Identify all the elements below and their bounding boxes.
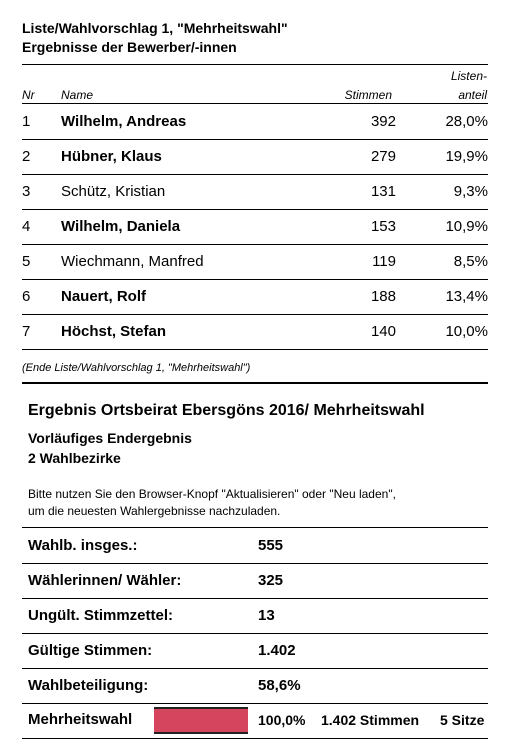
result-label: Wählerinnen/ Wähler: [28,572,182,589]
rule [22,382,488,384]
rule [22,64,488,65]
result-value: 58,6% [258,677,301,694]
result-value: 1.402 [258,642,296,659]
rule [22,633,488,634]
rule [22,209,488,210]
row-votes: 392 [370,113,396,130]
winner-votes: 1.402 Stimmen [321,712,420,728]
row-share: 9,3% [453,183,488,200]
rule [22,563,488,564]
rule [22,244,488,245]
row-nr: 3 [22,183,31,200]
row-nr: 5 [22,253,31,270]
result-districts: 2 Wahlbezirke [28,450,121,466]
row-name: Nauert, Rolf [61,288,147,305]
row-nr: 2 [22,148,31,165]
row-name: Wilhelm, Daniela [61,218,181,235]
column-header: Nr [22,88,35,102]
notice: Bitte nutzen Sie den Browser-Knopf "Aktu… [28,487,396,501]
column-header: Name [61,88,94,102]
result-value: 13 [258,607,275,624]
rule [22,598,488,599]
column-header: Listen- [450,69,487,83]
row-nr: 4 [22,218,31,235]
footnote: (Ende Liste/Wahlvorschlag 1, "Mehrheitsw… [22,362,251,374]
rule [22,103,488,104]
result-label: Ungült. Stimmzettel: [28,607,173,624]
winner-label: Mehrheitswahl [28,711,133,728]
row-nr: 6 [22,288,31,305]
row-votes: 279 [370,148,396,165]
row-share: 13,4% [445,288,488,305]
notice: um die neuesten Wahlergebnisse nachzulad… [28,504,281,518]
rule [22,349,488,350]
rule [22,668,488,669]
row-name: Wilhelm, Andreas [61,113,187,130]
rule [22,174,488,175]
row-votes: 188 [370,288,396,305]
row-nr: 7 [22,323,31,340]
rule [22,738,488,739]
list-title: Liste/Wahlvorschlag 1, "Mehrheitswahl" [22,20,288,36]
result-title: Ergebnis Ortsbeirat Ebersgöns 2016/ Mehr… [28,402,425,419]
rule [22,279,488,280]
row-name: Schütz, Kristian [61,183,166,200]
rule [22,527,488,528]
column-header: Stimmen [344,88,392,102]
rule [22,314,488,315]
row-votes: 131 [370,183,396,200]
row-share: 28,0% [445,113,488,130]
row-nr: 1 [22,113,31,130]
result-status: Vorläufiges Endergebnis [28,430,192,446]
row-share: 19,9% [445,148,488,165]
winner-seats: 5 Sitze [440,712,485,728]
row-share: 8,5% [453,253,488,270]
result-value: 555 [258,537,284,554]
row-share: 10,9% [445,218,488,235]
row-name: Höchst, Stefan [61,323,167,340]
row-name: Hübner, Klaus [61,148,162,165]
result-value: 325 [258,572,284,589]
winner-share: 100,0% [258,712,306,728]
result-label: Wahlbeteiligung: [28,677,149,694]
row-votes: 140 [370,323,396,340]
column-header: anteil [458,88,487,102]
rule [22,703,488,704]
share-bar [154,707,248,734]
rule [22,139,488,140]
row-votes: 119 [372,253,396,270]
result-label: Gültige Stimmen: [28,642,153,659]
list-subtitle: Ergebnisse der Bewerber/-innen [22,39,237,55]
result-label: Wahlb. insges.: [28,537,138,554]
row-votes: 153 [370,218,396,235]
row-share: 10,0% [445,323,488,340]
row-name: Wiechmann, Manfred [61,253,204,270]
